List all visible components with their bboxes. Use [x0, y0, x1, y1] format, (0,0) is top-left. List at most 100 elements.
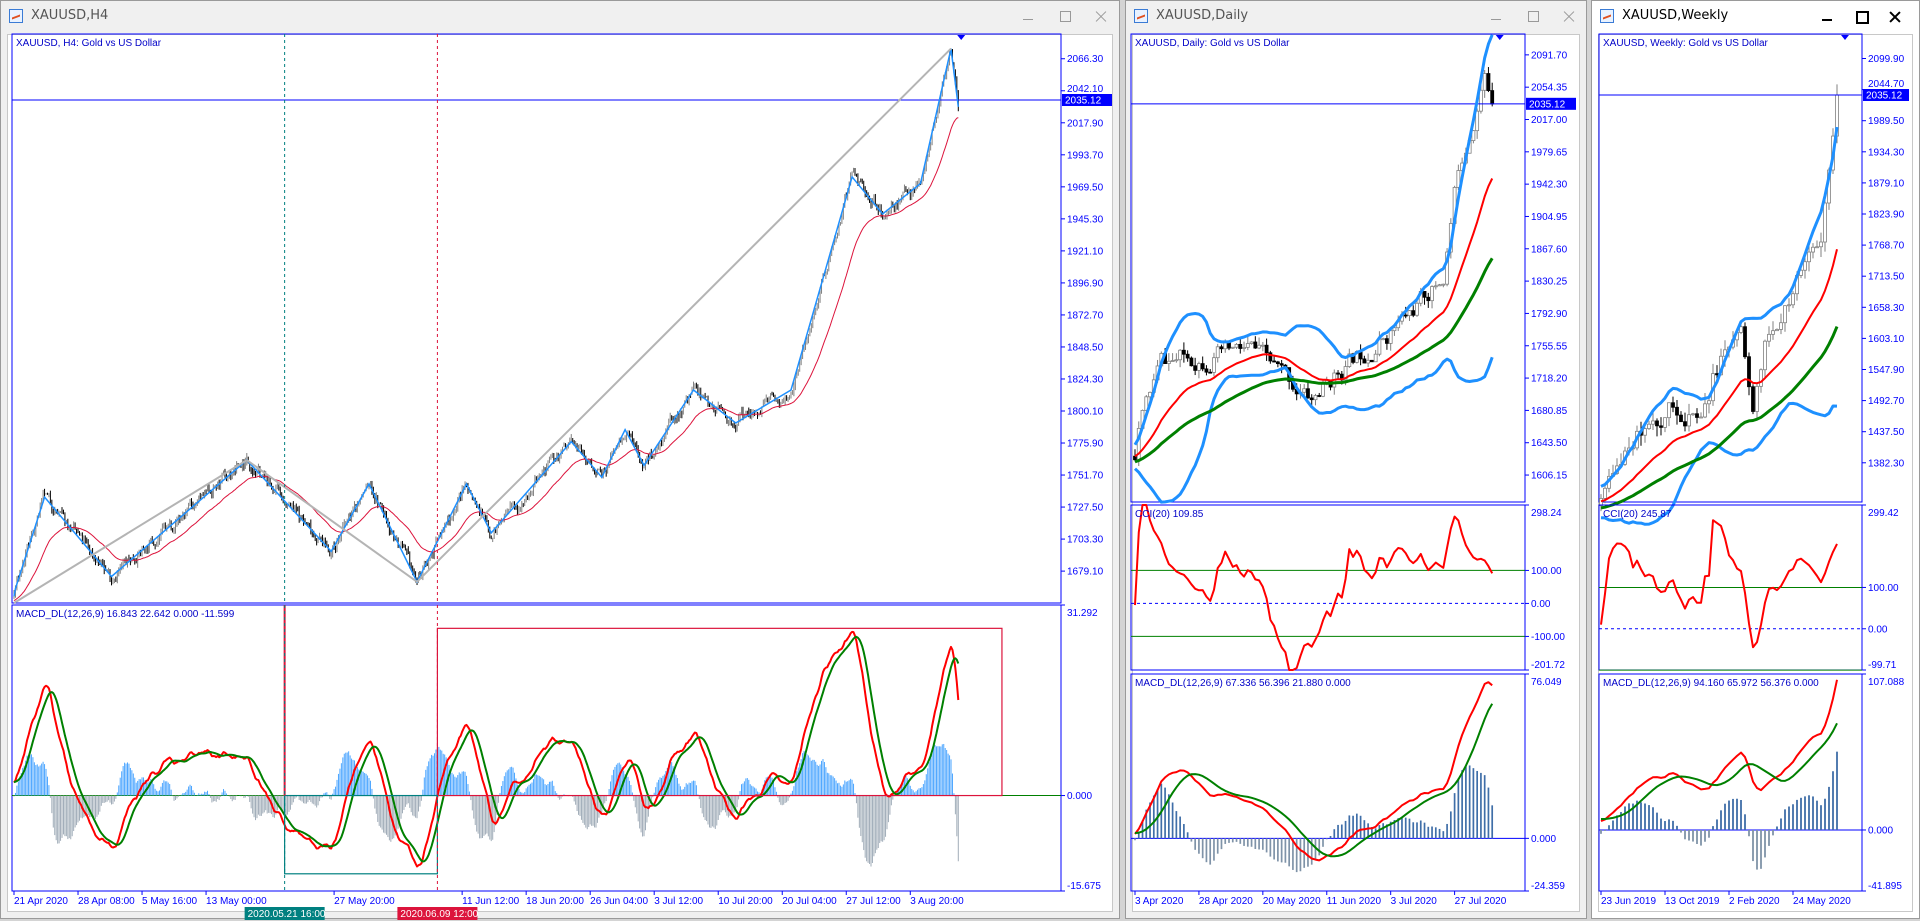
macd-histogram-bar — [886, 795, 888, 830]
axis-tick-label: 1896.90 — [1067, 278, 1104, 289]
title-bar[interactable]: XAUUSD,H4 — [1, 1, 1119, 33]
macd-histogram-bar — [950, 759, 952, 796]
symbol-description: XAUUSD, Daily: Gold vs US Dollar — [1135, 38, 1290, 49]
bollinger-lower-band — [1133, 356, 1494, 504]
macd-histogram-bar — [786, 795, 788, 803]
macd-histogram-bar — [330, 795, 332, 800]
macd-histogram-bar — [281, 795, 283, 810]
macd-histogram-bar — [397, 795, 399, 829]
macd-histogram-bar — [1340, 824, 1343, 839]
axis-tick-label: 2017.90 — [1067, 118, 1104, 129]
macd-histogram-bar — [956, 795, 958, 837]
macd-histogram-bar — [585, 795, 587, 828]
candle-body — [1811, 246, 1815, 253]
macd-signal-line — [1134, 703, 1494, 858]
candle-body — [1647, 423, 1651, 430]
macd-histogram-bar — [1800, 797, 1802, 830]
macd-histogram-bar — [805, 751, 807, 796]
candle-body — [1771, 330, 1775, 335]
candle-body — [1699, 416, 1703, 419]
time-axis-label: 2 Feb 2020 — [1729, 896, 1780, 907]
maximize-button[interactable] — [1852, 8, 1870, 26]
macd-histogram-bar — [45, 768, 47, 796]
macd-histogram-bar — [132, 773, 134, 796]
macd-histogram-bar — [918, 788, 920, 796]
macd-histogram-bar — [269, 795, 271, 814]
macd-histogram-bar — [540, 776, 542, 796]
macd-histogram-bar — [576, 795, 578, 812]
macd-histogram-bar — [1696, 829, 1698, 844]
axis-tick-label: -99.71 — [1868, 660, 1897, 671]
macd-histogram-bar — [313, 795, 315, 805]
macd-histogram-bar — [138, 779, 140, 796]
macd-histogram-bar — [1480, 772, 1482, 839]
macd-histogram-bar — [743, 781, 745, 796]
macd-main-line — [1600, 679, 1838, 823]
macd-histogram-bar — [630, 784, 632, 796]
window-title: XAUUSD,H4 — [31, 8, 109, 23]
axis-tick-label: 1942.30 — [1531, 180, 1568, 191]
macd-histogram-bar — [861, 795, 863, 843]
candle-body — [1302, 388, 1307, 393]
title-bar[interactable]: XAUUSD,Daily — [1126, 1, 1586, 33]
macd-label: MACD_DL(12,26,9) 94.160 65.972 56.376 0.… — [1603, 678, 1819, 689]
macd-histogram-bar — [28, 755, 30, 796]
candle-body — [1178, 349, 1183, 361]
macd-histogram-bar — [183, 792, 185, 796]
macd-histogram-bar — [423, 777, 425, 796]
macd-histogram-bar — [1465, 766, 1467, 839]
minimize-button[interactable] — [1019, 8, 1037, 26]
macd-histogram-bar — [922, 784, 924, 796]
macd-histogram-bar — [113, 795, 115, 802]
macd-histogram-bar — [74, 795, 76, 828]
chart-area[interactable] — [1132, 34, 1580, 912]
macd-histogram-bar — [883, 795, 885, 841]
macd-histogram-bar — [730, 795, 732, 816]
vertical-line-time-badge — [244, 907, 325, 920]
macd-histogram-bar — [487, 795, 489, 837]
candle-body — [1675, 406, 1679, 416]
macd-histogram-bar — [706, 795, 708, 822]
macd-histogram-bar — [1205, 838, 1208, 863]
macd-histogram-bar — [228, 795, 230, 797]
macd-histogram-bar — [1772, 829, 1774, 836]
macd-histogram-bar — [835, 780, 837, 796]
macd-histogram-bar — [220, 795, 222, 797]
macd-histogram-bar — [148, 781, 150, 796]
time-axis-label: 24 May 2020 — [1793, 896, 1851, 907]
maximize-button[interactable] — [1056, 8, 1074, 26]
macd-histogram-bar — [810, 760, 812, 796]
macd-histogram-bar — [794, 777, 796, 796]
maximize-button[interactable] — [1524, 8, 1542, 26]
window-xauusd-h4[interactable]: XAUUSD,H4 — [0, 0, 1120, 919]
macd-histogram-bar — [393, 795, 395, 839]
chart-area[interactable] — [7, 34, 1113, 912]
macd-histogram-bar — [452, 774, 454, 796]
macd-histogram-bar — [1149, 802, 1151, 839]
macd-histogram-bar — [855, 795, 857, 804]
macd-histogram-bar — [48, 785, 50, 796]
candle-body — [1385, 338, 1389, 344]
macd-histogram-bar — [236, 795, 238, 797]
macd-histogram-bar — [694, 780, 696, 796]
title-bar[interactable]: XAUUSD,Weekly — [1592, 1, 1919, 33]
macd-histogram-bar — [807, 755, 809, 796]
macd-histogram-bar — [215, 795, 217, 802]
macd-histogram-bar — [36, 764, 38, 796]
window-xauusd-weekly[interactable]: XAUUSD,Weekly — [1591, 0, 1920, 919]
window-xauusd-daily[interactable]: XAUUSD,Daily — [1125, 0, 1587, 919]
macd-histogram-bar — [938, 746, 940, 796]
axis-tick-label: 107.088 — [1868, 677, 1905, 688]
minimize-button[interactable] — [1818, 8, 1836, 26]
macd-histogram-bar — [797, 767, 799, 796]
macd-histogram-bar — [199, 794, 201, 796]
macd-histogram-bar — [285, 795, 287, 816]
macd-histogram-bar — [153, 784, 155, 796]
minimize-button[interactable] — [1487, 8, 1505, 26]
axis-tick-label: 1606.15 — [1531, 471, 1568, 482]
axis-tick-label: 0.000 — [1067, 791, 1092, 802]
macd-histogram-bar — [738, 795, 740, 800]
candle-body — [1823, 202, 1827, 243]
macd-histogram-bar — [1708, 829, 1710, 838]
macd-histogram-bar — [1664, 821, 1666, 830]
